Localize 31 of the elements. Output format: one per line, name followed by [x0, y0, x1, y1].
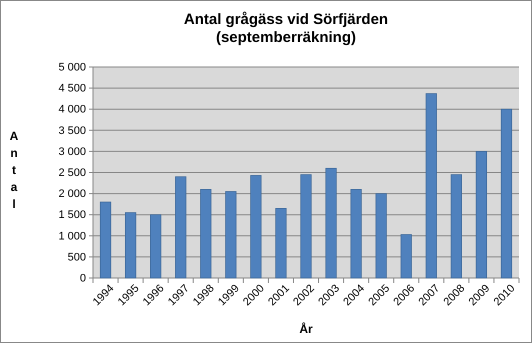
- bar: [150, 214, 162, 278]
- y-tick-label: 4 500: [58, 82, 86, 95]
- bar: [500, 108, 512, 278]
- y-tick-label: 3 500: [58, 124, 86, 137]
- bar: [426, 93, 437, 278]
- y-tick-label: 2 500: [58, 167, 86, 180]
- bar: [250, 175, 262, 278]
- y-tick-label: 1 000: [58, 230, 86, 242]
- bar: [476, 151, 488, 278]
- bar: [400, 234, 412, 278]
- bar: [200, 189, 212, 278]
- y-tick-label: 1 500: [58, 209, 86, 222]
- y-tick-label: 500: [68, 251, 86, 264]
- bar: [300, 174, 312, 278]
- bar: [275, 208, 287, 278]
- y-axis-title: Antal: [10, 129, 19, 211]
- bar: [450, 174, 462, 278]
- bar: [100, 202, 112, 278]
- y-tick-label: 0: [80, 272, 86, 285]
- y-tick-label: 3 000: [58, 146, 86, 158]
- bar: [350, 189, 362, 278]
- chart-title: Antal grågäss vid Sörfjärden (septemberräkning): [184, 11, 388, 46]
- y-tick-label: 2 000: [58, 188, 86, 200]
- y-tick-label: 5 000: [58, 62, 86, 74]
- bar: [175, 176, 186, 278]
- bar: [325, 168, 337, 278]
- bar: [376, 193, 387, 278]
- y-tick-label: 4 000: [58, 104, 86, 116]
- bar: [225, 191, 236, 278]
- x-axis-title: År: [299, 322, 313, 336]
- bar: [124, 212, 136, 278]
